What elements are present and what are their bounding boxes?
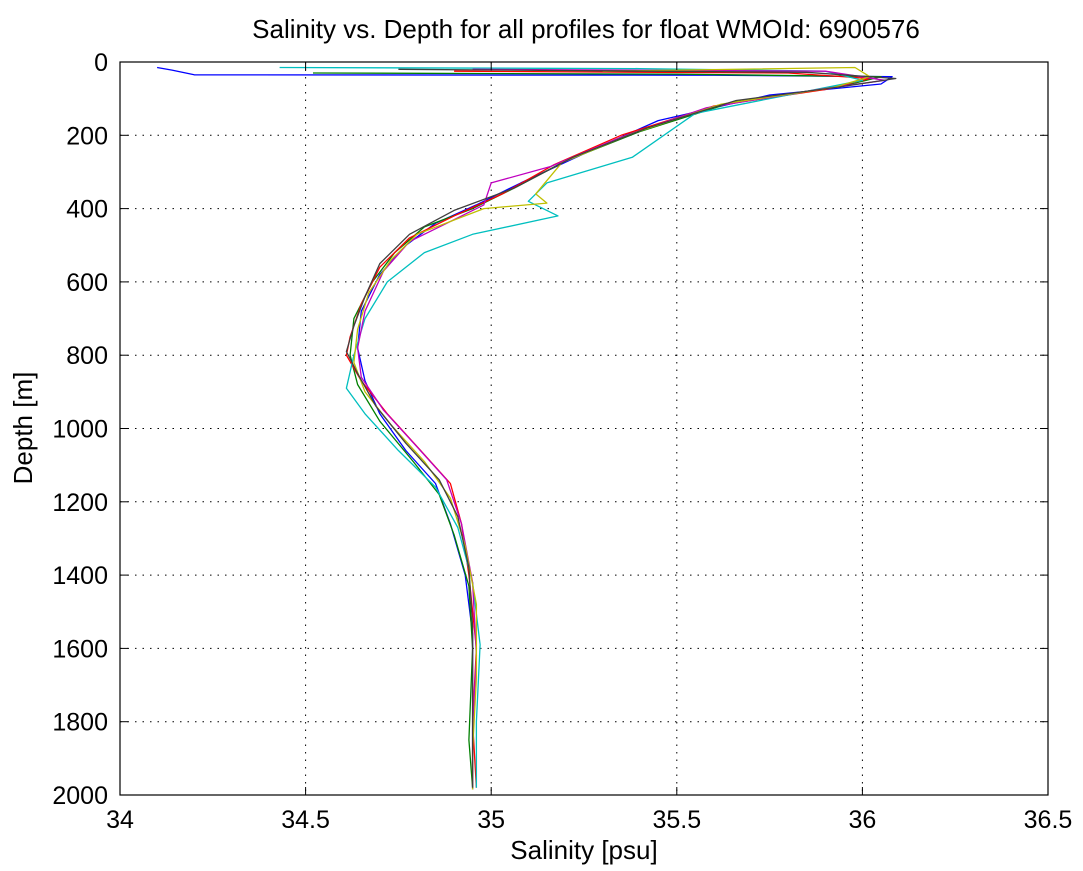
x-tick-label: 35 (477, 806, 505, 834)
profile-line-6 (353, 66, 871, 790)
y-axis-label: Depth [m] (8, 372, 38, 485)
y-tick-label: 1000 (52, 416, 108, 444)
y-tick-label: 2000 (52, 782, 108, 810)
x-tick-label: 35.5 (652, 806, 701, 834)
x-tick-label: 34.5 (281, 806, 330, 834)
x-tick-label: 36.5 (1024, 806, 1073, 834)
chart-title: Salinity vs. Depth for all profiles for … (252, 14, 920, 44)
y-tick-label: 800 (66, 342, 108, 370)
axis-ticks: 34 34.5 35 35.5 36 36.5 0 200 400 600 800 1000 1200 1… (52, 49, 1072, 834)
series-group (156, 66, 897, 790)
x-axis-label: Salinity [psu] (510, 835, 657, 865)
y-tick-label: 400 (66, 196, 108, 224)
y-tick-label: 1800 (52, 709, 108, 737)
y-tick-label: 1200 (52, 489, 108, 517)
y-tick-label: 600 (66, 269, 108, 297)
y-tick-label: 1400 (52, 562, 108, 590)
x-tick-label: 36 (848, 806, 876, 834)
grid (120, 62, 1048, 795)
profile-line-7 (345, 68, 897, 788)
y-tick-label: 1600 (52, 635, 108, 663)
x-tick-label: 34 (106, 806, 134, 834)
y-tick-label: 0 (94, 49, 108, 77)
y-tick-label: 200 (66, 122, 108, 150)
